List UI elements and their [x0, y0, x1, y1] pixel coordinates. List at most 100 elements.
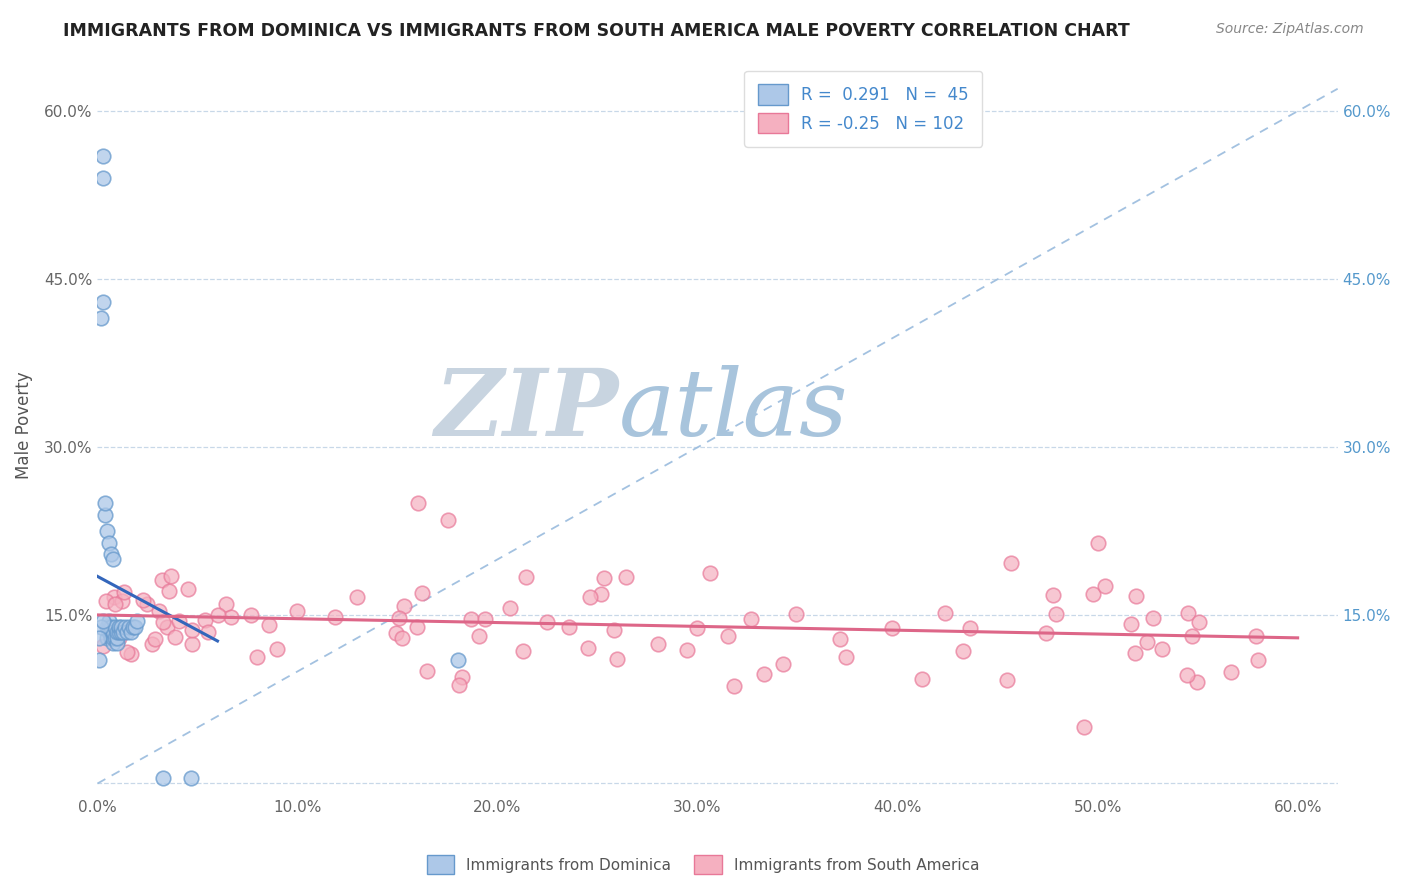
Point [394, 599, 416, 614]
Point [96, 619, 118, 633]
Point [112, 625, 135, 640]
Point [934, 606, 956, 620]
Point [197, 624, 219, 639]
Point [1188, 615, 1211, 629]
Point [411, 586, 433, 600]
Point [388, 611, 411, 625]
Point [647, 636, 669, 650]
Point [111, 594, 134, 608]
Point [1087, 535, 1109, 549]
Point [98, 614, 121, 628]
Point [108, 619, 131, 633]
Point [995, 673, 1018, 688]
Point [1081, 587, 1104, 601]
Y-axis label: Male Poverty: Male Poverty [15, 371, 32, 479]
Point [93, 149, 115, 163]
Point [180, 771, 202, 785]
Point [180, 637, 202, 651]
Point [93, 294, 115, 309]
Point [686, 621, 709, 635]
Point [1121, 617, 1143, 632]
Point [93, 614, 115, 628]
Point [1000, 556, 1022, 570]
Point [512, 644, 534, 658]
Point [406, 620, 429, 634]
Point [100, 625, 122, 640]
Point [108, 625, 131, 640]
Point [157, 583, 180, 598]
Point [911, 672, 934, 686]
Point [159, 568, 181, 582]
Point [1142, 611, 1164, 625]
Point [603, 623, 626, 637]
Point [785, 607, 807, 622]
Point [100, 631, 122, 645]
Point [499, 601, 522, 615]
Text: atlas: atlas [619, 365, 848, 455]
Point [156, 620, 179, 634]
Point [98, 535, 121, 549]
Point [468, 629, 491, 643]
Point [141, 637, 163, 651]
Point [460, 612, 482, 626]
Point [1246, 653, 1268, 667]
Point [118, 619, 141, 633]
Point [515, 570, 537, 584]
Point [391, 631, 413, 645]
Point [246, 649, 269, 664]
Point [110, 619, 132, 633]
Legend: Immigrants from Dominica, Immigrants from South America: Immigrants from Dominica, Immigrants fro… [420, 849, 986, 880]
Point [104, 619, 127, 633]
Point [194, 613, 217, 627]
Text: Source: ZipAtlas.com: Source: ZipAtlas.com [1216, 22, 1364, 37]
Point [1177, 606, 1199, 620]
Point [1150, 641, 1173, 656]
Point [1035, 626, 1057, 640]
Point [589, 587, 612, 601]
Point [108, 631, 131, 645]
Point [959, 621, 981, 635]
Point [165, 630, 187, 644]
Point [1185, 675, 1208, 690]
Point [772, 657, 794, 671]
Point [835, 650, 858, 665]
Point [606, 652, 628, 666]
Point [449, 678, 471, 692]
Point [104, 597, 127, 611]
Point [152, 615, 174, 630]
Text: IMMIGRANTS FROM DOMINICA VS IMMIGRANTS FROM SOUTH AMERICA MALE POVERTY CORRELATI: IMMIGRANTS FROM DOMINICA VS IMMIGRANTS F… [63, 22, 1130, 40]
Point [103, 552, 125, 566]
Point [740, 612, 762, 626]
Point [177, 582, 200, 596]
Point [207, 607, 229, 622]
Point [89, 653, 111, 667]
Point [107, 636, 129, 650]
Point [1094, 579, 1116, 593]
Point [266, 641, 288, 656]
Point [1073, 721, 1095, 735]
Point [103, 636, 125, 650]
Point [436, 513, 458, 527]
Point [415, 665, 437, 679]
Point [98, 619, 121, 633]
Point [593, 571, 616, 585]
Point [143, 632, 166, 646]
Legend: R =  0.291   N =  45, R = -0.25   N = 102: R = 0.291 N = 45, R = -0.25 N = 102 [744, 70, 981, 146]
Point [446, 653, 468, 667]
Point [699, 566, 721, 580]
Point [1045, 607, 1067, 621]
Point [451, 670, 474, 684]
Point [132, 593, 155, 607]
Point [114, 619, 136, 633]
Text: ZIP: ZIP [434, 365, 619, 455]
Point [285, 604, 308, 618]
Point [152, 771, 174, 785]
Point [96, 594, 118, 608]
Point [117, 625, 139, 640]
Point [752, 667, 775, 681]
Point [96, 524, 118, 539]
Point [952, 644, 974, 658]
Point [107, 631, 129, 645]
Point [93, 171, 115, 186]
Point [676, 643, 699, 657]
